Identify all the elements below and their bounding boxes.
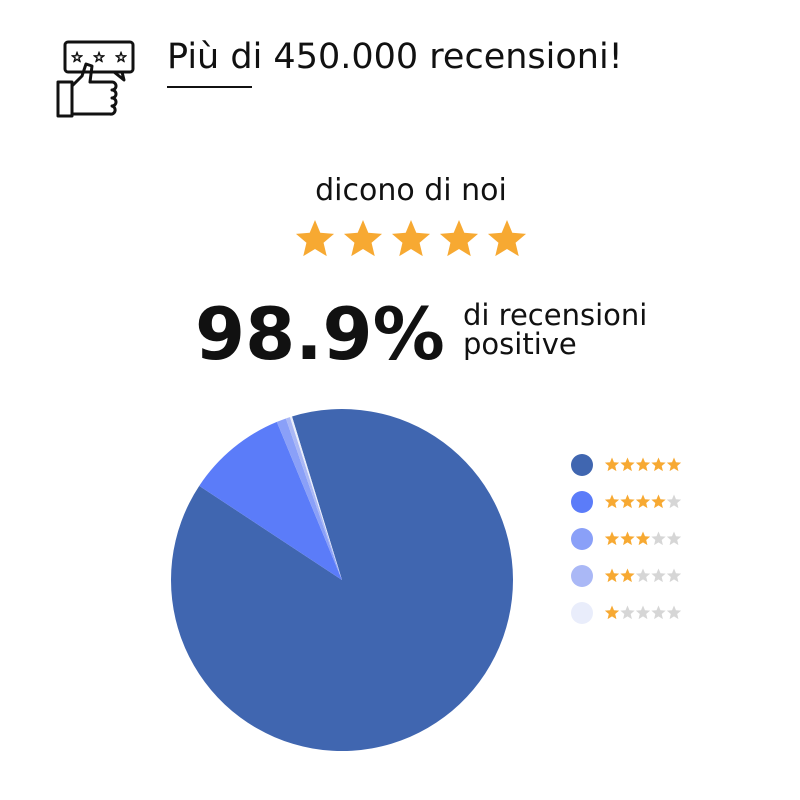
legend-swatch xyxy=(571,454,593,476)
pie xyxy=(171,409,514,751)
legend-star xyxy=(620,568,635,583)
legend-swatch xyxy=(571,602,593,624)
legend-star xyxy=(635,605,651,620)
legend-star xyxy=(651,531,666,546)
legend-star xyxy=(635,531,651,546)
legend-star xyxy=(635,457,651,472)
legend-star xyxy=(620,605,635,620)
legend-star xyxy=(666,531,682,546)
title: Più di 450.000 recensioni! xyxy=(167,37,623,77)
svg-text:☆: ☆ xyxy=(71,50,84,66)
legend-star xyxy=(635,494,651,509)
legend-star xyxy=(651,568,666,583)
svg-text:☆: ☆ xyxy=(115,50,128,66)
legend-star xyxy=(604,494,620,509)
star xyxy=(439,220,479,257)
legend-star xyxy=(604,457,620,472)
score-caption: positive xyxy=(463,327,577,361)
legend-star xyxy=(620,531,635,546)
legend-star xyxy=(651,494,666,509)
svg-text:☆: ☆ xyxy=(93,50,106,66)
star xyxy=(343,220,383,257)
legend-star xyxy=(620,457,635,472)
legend-star xyxy=(635,568,651,583)
legend-star xyxy=(604,531,620,546)
legend-star xyxy=(620,494,635,509)
pie-slice xyxy=(276,418,342,580)
legend-swatch xyxy=(571,528,593,550)
legend-star xyxy=(604,568,620,583)
pie-slice xyxy=(289,416,342,580)
legend xyxy=(571,454,682,624)
score-caption: di recensioni xyxy=(463,298,647,332)
legend-star xyxy=(651,457,666,472)
legend-star xyxy=(666,568,682,583)
legend-star xyxy=(604,605,620,620)
reviews-icon: ☆ ☆ ☆ xyxy=(56,40,135,118)
rating-stars xyxy=(295,220,527,257)
tagline: dicono di noi xyxy=(315,173,507,208)
pie-slice xyxy=(285,417,342,580)
legend-star xyxy=(651,605,666,620)
legend-swatch xyxy=(571,491,593,513)
star xyxy=(295,220,335,257)
legend-star xyxy=(666,494,682,509)
star xyxy=(487,220,527,257)
star xyxy=(391,220,431,257)
legend-star xyxy=(666,605,682,620)
legend-swatch xyxy=(571,565,593,587)
legend-star xyxy=(666,457,682,472)
score: 98.9% xyxy=(195,292,445,376)
pie-slice xyxy=(199,421,342,580)
